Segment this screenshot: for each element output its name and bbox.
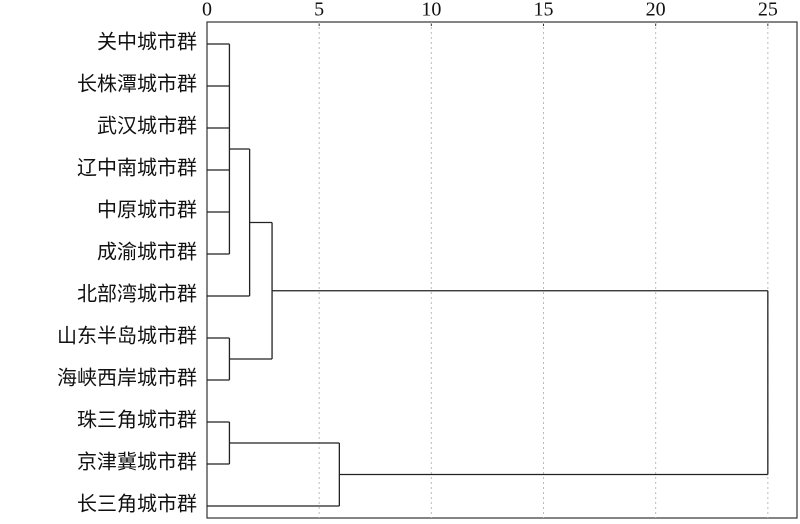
dendrogram-link bbox=[207, 337, 231, 381]
dendrogram-link bbox=[207, 148, 251, 297]
leaf-label: 成渝城市群 bbox=[97, 241, 197, 264]
x-tick-label: 10 bbox=[421, 0, 441, 21]
x-tick-label: 20 bbox=[646, 0, 666, 21]
leaf-label: 山东半岛城市群 bbox=[57, 325, 197, 348]
x-tick-label: 25 bbox=[758, 0, 778, 21]
leaf-label: 长三角城市群 bbox=[77, 493, 197, 516]
leaf-label: 武汉城市群 bbox=[97, 115, 197, 138]
dendrogram-link bbox=[229, 221, 273, 360]
x-tick-label: 15 bbox=[534, 0, 554, 21]
plot-frame bbox=[206, 21, 798, 519]
dendrogram-link bbox=[207, 421, 231, 465]
dendrogram-link bbox=[272, 290, 769, 476]
leaf-label: 中原城市群 bbox=[97, 199, 197, 222]
dendrogram-link bbox=[207, 43, 231, 255]
leaf-label: 北部湾城市群 bbox=[77, 283, 197, 306]
leaf-label: 海峡西岸城市群 bbox=[57, 367, 197, 390]
leaf-label: 珠三角城市群 bbox=[77, 409, 197, 432]
leaf-label: 辽中南城市群 bbox=[77, 157, 197, 180]
dendrogram-link bbox=[207, 442, 341, 507]
leaf-label: 长株潭城市群 bbox=[77, 73, 197, 96]
leaf-label: 关中城市群 bbox=[97, 31, 197, 54]
x-tick-label: 0 bbox=[202, 0, 212, 21]
x-tick-label: 5 bbox=[314, 0, 324, 21]
leaf-label: 京津冀城市群 bbox=[77, 451, 197, 474]
